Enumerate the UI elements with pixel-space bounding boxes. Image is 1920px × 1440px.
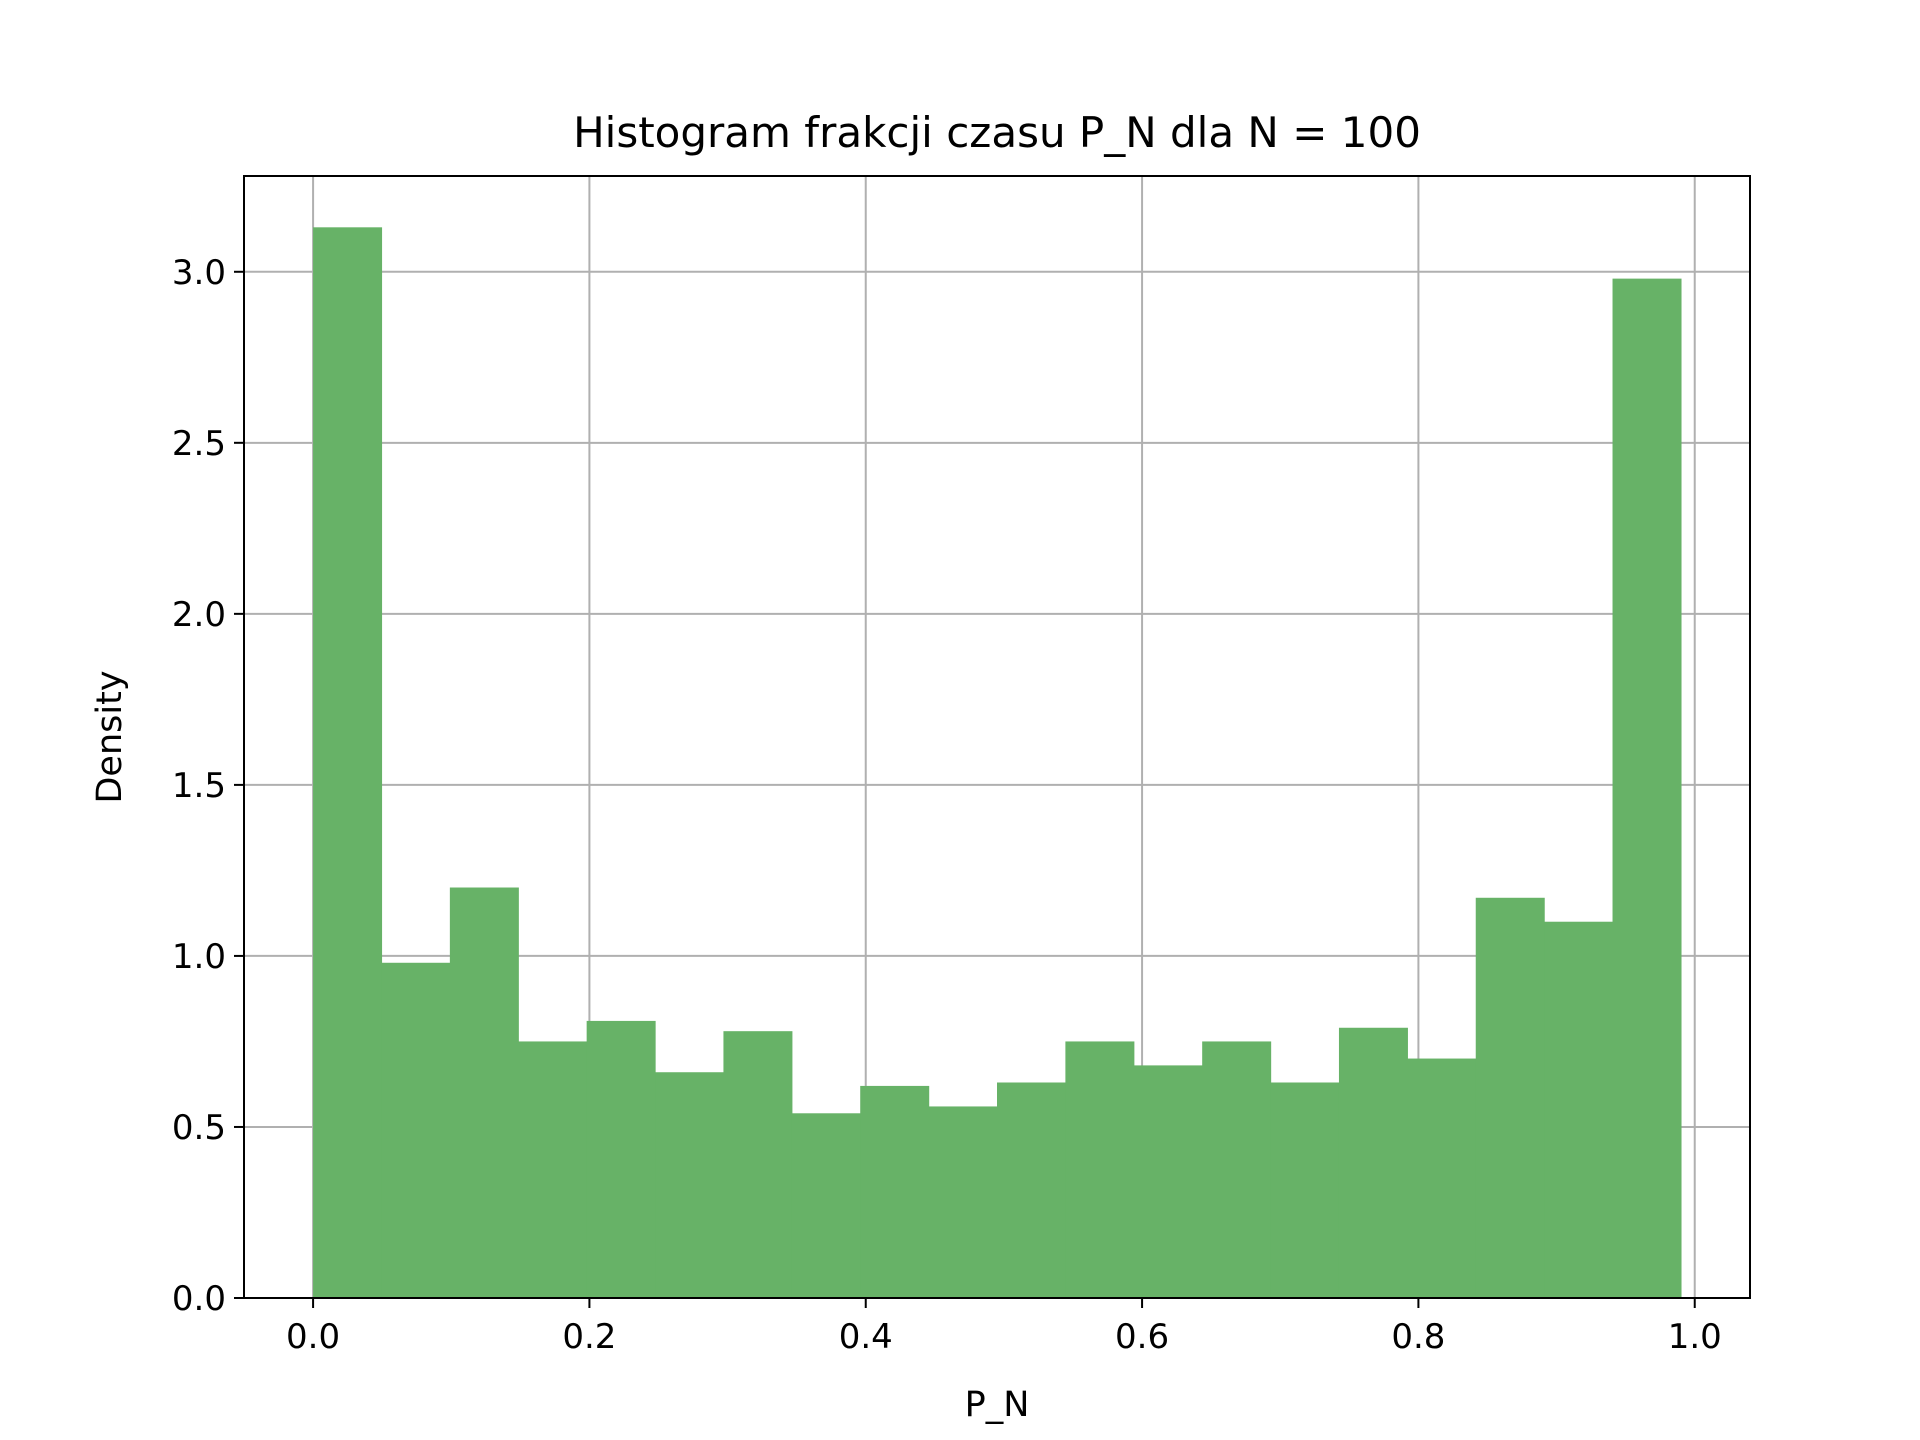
grid-lines	[244, 176, 1750, 1299]
y-tick-label-6: 3.0	[172, 253, 226, 293]
chart-title: Histogram frakcji czasu P_N dla N = 100	[573, 108, 1421, 157]
x-tick-label-5: 1.0	[1668, 1317, 1722, 1357]
x-axis-ticks: 0.0 0.2 0.4 0.6 0.8 1.0	[286, 1298, 1722, 1357]
x-tick-label-3: 0.6	[1115, 1317, 1169, 1357]
y-tick-label-4: 2.0	[172, 595, 226, 635]
histogram-bar-16	[1407, 1058, 1477, 1298]
histogram-bar-8	[860, 1085, 930, 1298]
histogram-bar-17	[1475, 897, 1545, 1298]
x-tick-label-0: 0.0	[286, 1317, 340, 1357]
y-tick-label-0: 0.0	[172, 1279, 226, 1319]
histogram-bar-6	[723, 1031, 793, 1298]
histogram-bar-10	[997, 1082, 1066, 1298]
y-tick-label-1: 0.5	[172, 1108, 226, 1148]
y-axis-label: Density	[90, 670, 130, 803]
histogram-bar-2	[449, 887, 519, 1298]
axes-frame	[243, 175, 1751, 1299]
y-axis-ticks: 0.0 0.5 1.0 1.5 2.0 2.5 3.0	[172, 253, 244, 1319]
histogram-bar-18	[1544, 921, 1614, 1298]
histogram-bar-13	[1202, 1041, 1272, 1298]
histogram-bar-19	[1612, 278, 1682, 1298]
x-tick-label-1: 0.2	[562, 1317, 616, 1357]
histogram-bar-12	[1133, 1065, 1203, 1298]
histogram-bar-3	[518, 1041, 588, 1298]
x-axis-label: P_N	[965, 1385, 1030, 1425]
y-tick-label-3: 1.5	[172, 766, 226, 806]
x-tick-label-4: 0.8	[1391, 1317, 1445, 1357]
histogram-bar-1	[381, 962, 451, 1298]
histogram-bar-11	[1065, 1041, 1135, 1298]
histogram-bar-5	[655, 1072, 725, 1298]
histogram-bar-7	[791, 1113, 861, 1298]
histogram-bar-14	[1270, 1082, 1340, 1298]
x-tick-label-2: 0.4	[839, 1317, 893, 1357]
histogram-bar-15	[1338, 1027, 1408, 1298]
y-tick-label-2: 1.0	[172, 937, 226, 977]
histogram-bar-0	[313, 227, 383, 1298]
histogram-bar-9	[928, 1106, 998, 1298]
y-tick-label-5: 2.5	[172, 424, 226, 464]
histogram-bars	[313, 227, 1682, 1298]
histogram-bar-4	[586, 1020, 656, 1298]
